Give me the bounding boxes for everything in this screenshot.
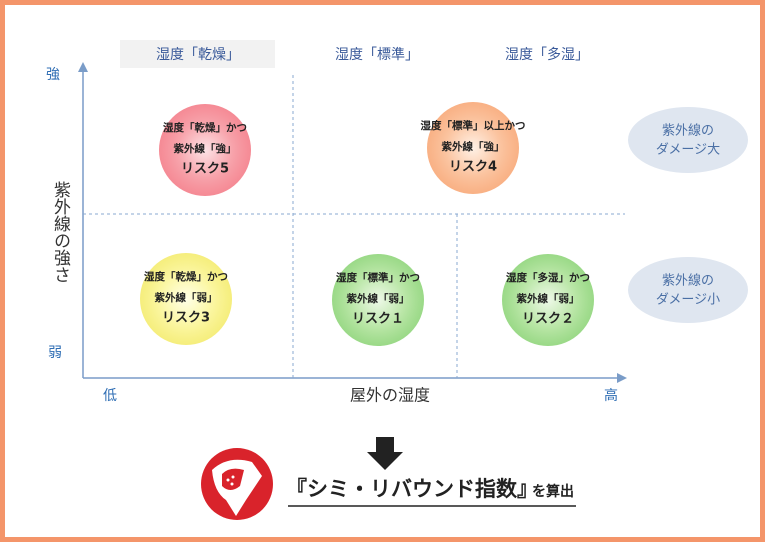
risk-condition: 湿度「標準」かつ [336,271,420,284]
result-index: 『シミ・リバウンド指数』 [286,477,538,501]
header-bg [120,40,275,68]
risk-bubble [502,254,594,346]
x-high: 高 [604,387,618,404]
risk-uv: 紫外線「弱」 [347,292,410,305]
risk-uv: 紫外線「強」 [174,142,237,155]
risk-condition: 湿度「乾燥」かつ [144,270,228,283]
x-label: 屋外の湿度 [350,386,430,405]
risk-level: リスク4 [449,160,497,175]
risk-uv: 紫外線「弱」 [517,292,580,305]
risk-level: リスク3 [162,311,210,326]
risk-condition: 湿度「多湿」かつ [506,271,590,284]
risk-level: リスク5 [181,162,229,177]
risk-level: リスク２ [522,312,574,327]
result-suffix: を算出 [532,483,574,500]
y-high: 強 [46,67,60,83]
y-low: 弱 [48,345,62,361]
risk-bubble [159,104,251,196]
risk-condition: 湿度「乾燥」かつ [163,121,247,134]
risk-condition: 湿度「標準」以上かつ [421,119,526,132]
risk-uv: 紫外線「強」 [442,140,505,153]
side-label: 紫外線の [662,123,714,139]
x-low: 低 [103,388,117,404]
down-arrow [367,437,403,470]
logo [201,448,273,520]
risk-bubble [140,253,232,345]
side-bubble [628,107,748,173]
side-label: 紫外線の [662,273,714,289]
y-arrow [78,62,88,72]
side-bubble [628,257,748,323]
side-label: ダメージ小 [656,293,720,308]
x-arrow [617,373,627,383]
risk-bubble [427,102,519,194]
risk-uv: 紫外線「弱」 [155,291,218,304]
risk-bubble [332,254,424,346]
risk-level: リスク１ [352,312,404,327]
column-header: 湿度「多湿」 [505,46,589,63]
column-header: 湿度「標準」 [335,47,419,63]
y-label: 紫外線の強さ [50,181,71,283]
side-label: ダメージ大 [656,143,720,158]
column-header: 湿度「乾燥」 [156,47,240,63]
